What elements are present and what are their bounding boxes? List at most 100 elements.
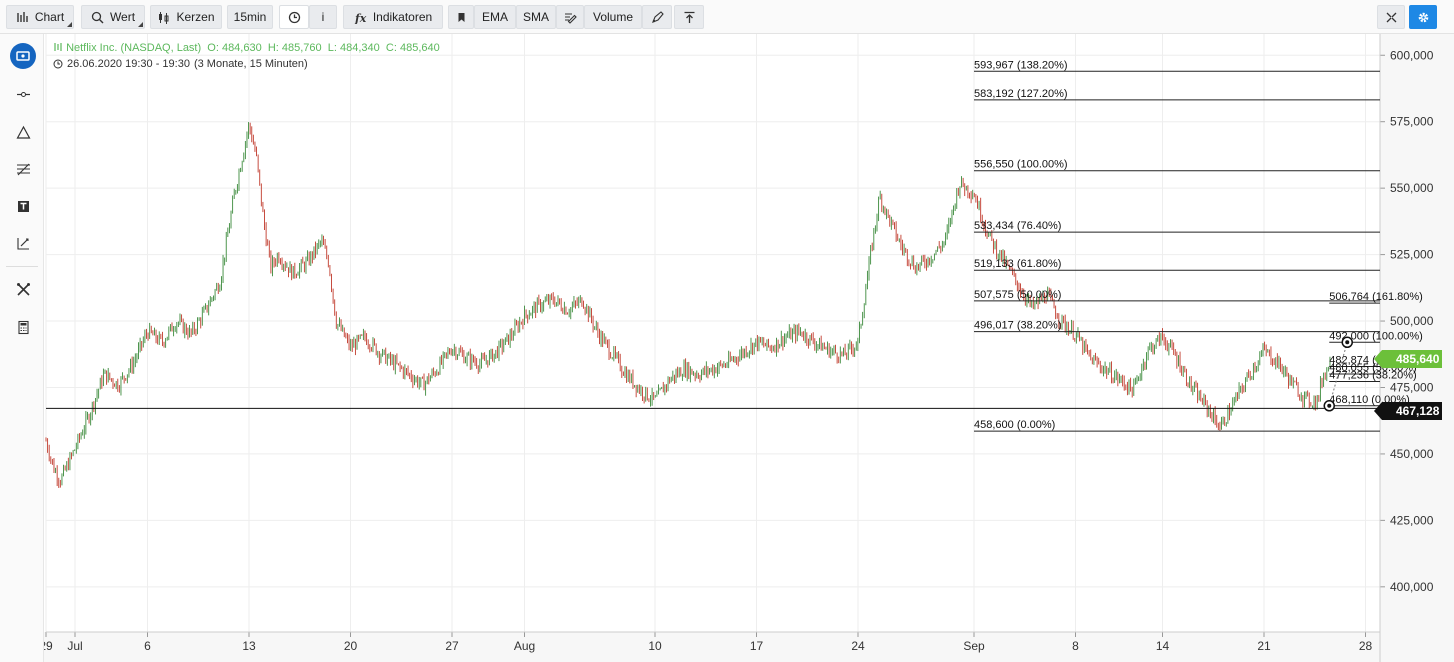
bar-chart-icon [17, 11, 28, 22]
shape-tool-button[interactable] [10, 119, 36, 145]
fib-level-label: 458,600 (0.00%) [974, 419, 1055, 431]
fib-anchor-dot [1327, 403, 1332, 408]
legend-high: H: 485,760 [267, 42, 322, 54]
indicators-button[interactable]: fx Indikatoren [343, 5, 443, 29]
sma-button[interactable]: SMA [516, 5, 556, 29]
fib-level-label: 556,550 (100.00%) [974, 159, 1068, 171]
candles-button[interactable]: Kerzen [150, 5, 222, 29]
fib-level-label: 519,133 (61.80%) [974, 258, 1061, 270]
clock-button[interactable] [279, 5, 309, 29]
fib-trend-line [1328, 342, 1348, 406]
sma-label: SMA [522, 10, 549, 24]
x-tick-label: 29 [44, 639, 53, 653]
legend-ohlc-row: Netflix Inc. (NASDAQ, Last) O: 484,630 H… [53, 40, 440, 56]
x-tick-label: 27 [445, 639, 459, 653]
fibonacci-tool-button[interactable] [10, 156, 36, 182]
y-tick-label: 600,000 [1390, 48, 1434, 62]
fib-level-label: 593,967 (138.20%) [974, 59, 1068, 71]
y-tick-label: 575,000 [1390, 115, 1434, 129]
fib-level-label: 507,575 (50.00%) [974, 289, 1061, 301]
x-tick-label: Aug [514, 639, 535, 653]
upload-button[interactable] [674, 5, 704, 29]
x-tick-label: 13 [242, 639, 256, 653]
legend-open: O: 484,630 [207, 42, 262, 54]
x-tick-label: 20 [344, 639, 358, 653]
fib-level-label: 583,192 (127.20%) [974, 88, 1068, 100]
volume-label: Volume [592, 10, 634, 24]
y-tick-label: 525,000 [1390, 248, 1434, 262]
tools-icon [16, 282, 30, 296]
text-tool-button[interactable] [10, 193, 36, 219]
settings-button[interactable] [1409, 5, 1437, 29]
price-chart[interactable]: 400,000 425,000 450,000 475,000 500,000 525,0… [44, 34, 1454, 662]
clock-small-icon [53, 59, 63, 69]
chart-legend: Netflix Inc. (NASDAQ, Last) O: 484,630 H… [53, 40, 440, 72]
fibonacci-icon [16, 163, 30, 175]
line-tool-button[interactable] [10, 81, 36, 107]
time-axis-background [44, 632, 1380, 662]
annotation-tool-button[interactable] [10, 230, 36, 256]
sidebar-divider [6, 266, 38, 267]
x-tick-label: 8 [1072, 639, 1079, 653]
pencil-icon [651, 10, 664, 23]
fib-level-label: 506,764 (161.80%) [1329, 291, 1423, 303]
text-icon [17, 200, 29, 212]
y-tick-label: 500,000 [1390, 314, 1434, 328]
legend-instrument: Netflix Inc. (NASDAQ, Last) [66, 42, 202, 54]
fib-anchor-dot [1345, 340, 1350, 345]
candles-label: Kerzen [176, 10, 215, 24]
y-tick-label: 550,000 [1390, 181, 1434, 195]
x-tick-label: 10 [648, 639, 662, 653]
legend-range: (3 Monate, 15 Minuten) [193, 58, 308, 70]
drawing-tools-button[interactable] [556, 5, 584, 29]
y-tick-label: 475,000 [1390, 380, 1434, 394]
search-value-label: Wert [109, 10, 136, 24]
remove-drawings-button[interactable] [10, 276, 36, 302]
indicators-label: Indikatoren [372, 10, 433, 24]
chart-type-label: Chart [34, 10, 65, 24]
edit-trend-icon [16, 237, 29, 250]
chart-type-button[interactable]: Chart [6, 5, 74, 29]
candlestick-icon [159, 11, 169, 24]
legend-close: C: 485,640 [385, 42, 440, 54]
search-value-button[interactable]: Wert [81, 5, 145, 29]
expand-icon [1386, 12, 1396, 22]
legend-datetime: 26.06.2020 19:30 - 19:30 [67, 58, 190, 70]
function-icon: fx [354, 12, 367, 24]
info-button[interactable]: i [309, 5, 337, 29]
search-icon [91, 11, 104, 23]
svg-text:fx: fx [354, 12, 367, 24]
horizontal-line-price-tag: 467,128 [1374, 402, 1442, 420]
ema-button[interactable]: EMA [474, 5, 516, 29]
fib-level-label: 477,236 (38.20%) [1329, 370, 1416, 382]
x-tick-label: 6 [144, 639, 151, 653]
x-tick-label: Sep [963, 639, 985, 653]
y-tick-label: 450,000 [1390, 447, 1434, 461]
calculator-button[interactable] [10, 314, 36, 340]
x-tick-label: 21 [1257, 639, 1271, 653]
fullscreen-button[interactable] [1377, 5, 1405, 29]
interval-label: 15min [233, 10, 267, 24]
clock-icon [288, 11, 300, 23]
bookmark-button[interactable] [448, 5, 474, 29]
legend-time-row: 26.06.2020 19:30 - 19:30 (3 Monate, 15 M… [53, 56, 440, 72]
legend-low: L: 484,340 [327, 42, 380, 54]
x-tick-label: Jul [67, 639, 82, 653]
x-tick-label: 24 [851, 639, 865, 653]
pencil-lines-icon [564, 12, 577, 24]
last-price-tag: 485,640 [1374, 350, 1442, 368]
y-tick-label: 400,000 [1390, 580, 1434, 594]
triangle-icon [15, 125, 31, 139]
candles-group [45, 122, 1331, 488]
gear-icon [1418, 12, 1428, 22]
plot-background [46, 34, 1380, 632]
cursor-tool-button[interactable] [10, 43, 36, 69]
interval-button[interactable]: 15min [227, 5, 273, 29]
horizontal-line-icon [16, 91, 30, 97]
volume-button[interactable]: Volume [584, 5, 642, 29]
drawing-sidebar [0, 34, 44, 662]
price-axis-background [1380, 34, 1454, 662]
draw-trend-button[interactable] [642, 5, 672, 29]
ema-label: EMA [481, 10, 508, 24]
toolbar: Chart Wert Kerzen 15min i fx Indikatoren… [0, 0, 1454, 34]
